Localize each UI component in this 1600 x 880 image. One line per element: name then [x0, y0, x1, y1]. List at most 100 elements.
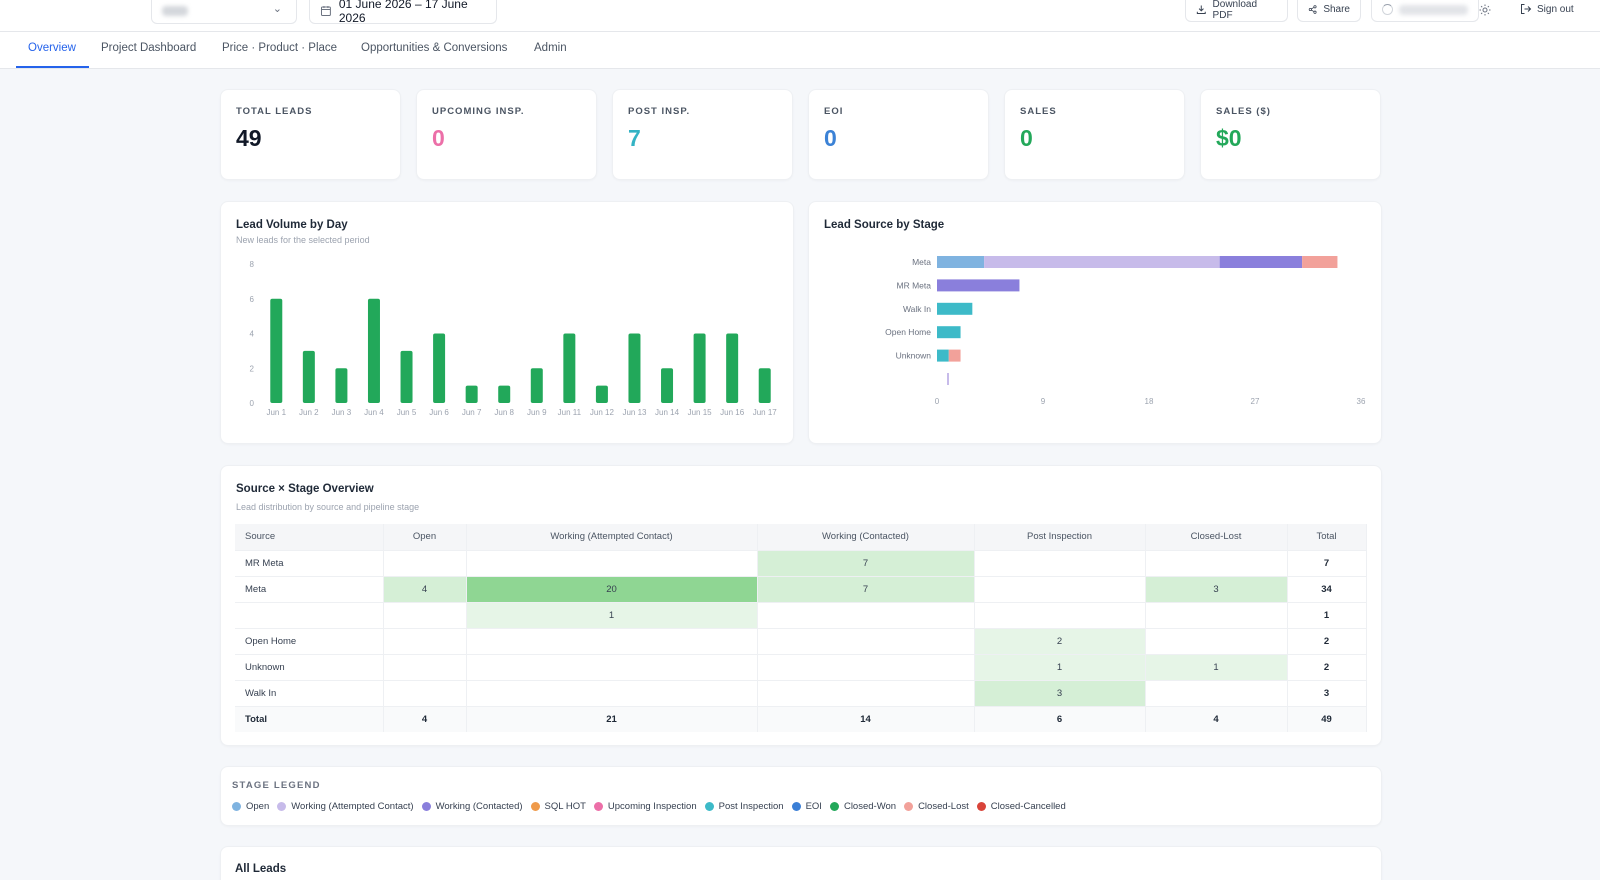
table-cell [1145, 627, 1288, 654]
tab-admin[interactable]: Admin [534, 42, 567, 54]
volume-bar[interactable] [693, 333, 706, 404]
x-tick-label: Jun 5 [397, 408, 417, 417]
legend-dot-icon [232, 802, 241, 811]
source-bar-segment[interactable] [948, 349, 961, 362]
chart-subtitle: New leads for the selected period [236, 235, 370, 245]
legend-item: Closed-Lost [904, 801, 969, 812]
volume-bar[interactable] [270, 298, 283, 403]
x-tick-label: Jun 16 [720, 408, 745, 417]
table-cell [383, 679, 467, 706]
table-cell: 2 [974, 627, 1146, 654]
legend-dot-icon [530, 802, 540, 811]
table-cell [757, 679, 975, 706]
volume-bar[interactable] [433, 333, 446, 404]
date-range-picker[interactable]: 01 June 2026 – 17 June 2026 [309, 0, 497, 25]
source-bar-segment[interactable] [937, 326, 961, 339]
download-icon [1196, 5, 1206, 14]
volume-bar[interactable] [530, 368, 543, 403]
table-title: Source × Stage Overview [236, 483, 374, 495]
loading-icon [1382, 4, 1393, 15]
volume-bar[interactable] [367, 298, 380, 403]
source-bar-segment[interactable] [947, 373, 949, 385]
table-cell: 34 [1287, 575, 1367, 602]
volume-bar[interactable] [661, 368, 674, 403]
x-tick-label: Jun 3 [332, 408, 352, 417]
calendar-icon [320, 5, 331, 16]
kpi-value: 0 [432, 125, 445, 151]
project-name-redacted [162, 6, 188, 16]
x-tick-label: Jun 6 [429, 408, 449, 417]
table-cell: MR Meta [235, 549, 384, 576]
user-menu[interactable] [1371, 0, 1479, 22]
x-tick-label: Jun 7 [462, 408, 482, 417]
y-category-label: Unknown [896, 351, 932, 361]
gear-icon[interactable] [1478, 3, 1492, 17]
legend-dot-icon [421, 802, 431, 811]
tab-price-product-place[interactable]: Price · Product · Place [222, 42, 338, 54]
source-bar-segment[interactable] [1302, 256, 1338, 268]
x-tick-label: Jun 12 [590, 408, 615, 417]
source-bar-segment[interactable] [937, 256, 985, 268]
source-bar-segment[interactable] [1219, 256, 1303, 268]
table-cell [974, 601, 1146, 628]
share-button[interactable]: Share [1297, 0, 1361, 22]
x-tick-label: Jun 1 [266, 408, 286, 417]
kpi-post-inspections: POST INSP. 7 [612, 89, 793, 180]
download-pdf-button[interactable]: Download PDF [1185, 0, 1288, 22]
table-cell: 1 [1145, 653, 1288, 680]
legend-label: SQL HOT [544, 801, 586, 812]
table-cell: 49 [1287, 705, 1367, 732]
table-cell [1145, 549, 1288, 576]
source-bar-segment[interactable] [937, 279, 1020, 292]
table-cell: Unknown [235, 653, 384, 680]
x-tick-label: Jun 9 [527, 408, 547, 417]
volume-bar[interactable] [335, 368, 348, 403]
tab-project-dashboard[interactable]: Project Dashboard [101, 42, 197, 54]
source-bar-segment[interactable] [984, 256, 1220, 268]
chart-title: Lead Volume by Day [236, 219, 348, 231]
y-category-label: MR Meta [897, 280, 932, 290]
kpi-value: $0 [1216, 125, 1242, 151]
kpi-value: 0 [1020, 125, 1033, 151]
kpi-value: 0 [824, 125, 837, 151]
kpi-value: 7 [628, 125, 641, 151]
legend-dot-icon [976, 802, 986, 811]
x-tick-label: Jun 15 [688, 408, 713, 417]
sign-out-label: Sign out [1537, 3, 1574, 15]
x-tick-label: Jun 2 [299, 408, 319, 417]
table-cell [235, 601, 384, 628]
x-tick-label: 9 [1041, 397, 1046, 406]
volume-bar[interactable] [465, 385, 478, 403]
table-cell: Open Home [235, 627, 384, 654]
volume-bar[interactable] [726, 333, 739, 404]
table-subtitle: Lead distribution by source and pipeline… [236, 502, 420, 512]
volume-bar[interactable] [400, 350, 413, 403]
volume-bar[interactable] [302, 350, 315, 403]
legend-label: Working (Contacted) [435, 801, 523, 812]
source-bar-segment[interactable] [937, 349, 949, 362]
lead-volume-card: Lead Volume by Day New leads for the sel… [220, 201, 794, 444]
tab-overview[interactable]: Overview [28, 42, 76, 54]
table-cell [383, 601, 467, 628]
table-cell: Walk In [235, 679, 384, 706]
project-select[interactable]: ⌄ [151, 0, 297, 24]
legend-item: Upcoming Inspection [593, 801, 697, 812]
user-name-redacted [1398, 4, 1468, 15]
active-tab-indicator [16, 66, 89, 68]
tab-opportunities-conversions[interactable]: Opportunities & Conversions [361, 42, 508, 54]
volume-bar[interactable] [595, 385, 608, 403]
sign-out-button[interactable]: Sign out [1520, 3, 1574, 15]
table-cell: Meta [235, 575, 384, 602]
volume-bar[interactable] [498, 385, 511, 403]
table-cell [974, 549, 1146, 576]
table-row: MR Meta 7 7 [235, 549, 1367, 576]
legend-label: Upcoming Inspection [607, 801, 697, 812]
source-bar-segment[interactable] [937, 302, 973, 315]
y-category-label: Walk In [903, 304, 931, 314]
volume-bar[interactable] [563, 333, 576, 404]
download-pdf-label: Download PDF [1212, 0, 1258, 21]
volume-bar[interactable] [628, 333, 641, 404]
table-header-cell: Working (Contacted) [757, 524, 975, 550]
volume-bar[interactable] [758, 368, 771, 403]
table-header-row: Source Open Working (Attempted Contact) Wor… [235, 524, 1367, 550]
